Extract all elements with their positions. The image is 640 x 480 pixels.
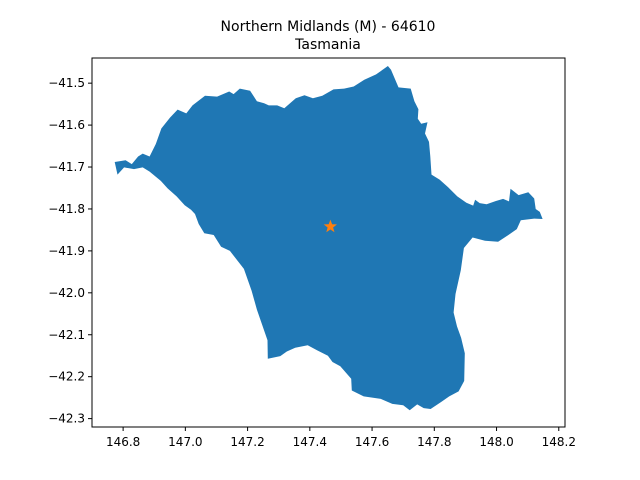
x-tick-label: 146.8 [106, 435, 140, 449]
y-tick-label: −41.9 [48, 244, 85, 258]
map-subtitle: Tasmania [294, 37, 361, 53]
x-tick-label: 148.2 [542, 435, 576, 449]
y-axis: −41.5 −41.6 −41.7 −41.8 −41.9 −42.0 −42.1 −42.2… [48, 76, 92, 426]
y-tick-label: −41.8 [48, 202, 85, 216]
y-tick-label: −42.3 [48, 412, 85, 426]
y-tick-label: −42.0 [48, 286, 85, 300]
centroid-star [323, 219, 337, 233]
x-axis: 146.8 147.0 147.2 147.4 147.6 147.8 148.0 148.2 [106, 427, 576, 449]
x-tick-label: 147.2 [230, 435, 264, 449]
region-shape [114, 66, 543, 411]
y-tick-label: −41.7 [48, 160, 85, 174]
y-tick-label: −42.2 [48, 370, 85, 384]
y-tick-label: −42.1 [48, 328, 85, 342]
map-title: Northern Midlands (M) - 64610 [221, 19, 436, 35]
x-tick-label: 147.0 [168, 435, 202, 449]
x-tick-label: 148.0 [479, 435, 513, 449]
axes-frame [91, 57, 566, 428]
plot-area [114, 66, 543, 411]
x-tick-label: 147.8 [417, 435, 451, 449]
y-tick-label: −41.5 [48, 76, 85, 90]
x-tick-label: 147.6 [355, 435, 389, 449]
y-tick-label: −41.6 [48, 118, 85, 132]
star-icon [323, 219, 337, 233]
x-tick-label: 147.4 [293, 435, 327, 449]
